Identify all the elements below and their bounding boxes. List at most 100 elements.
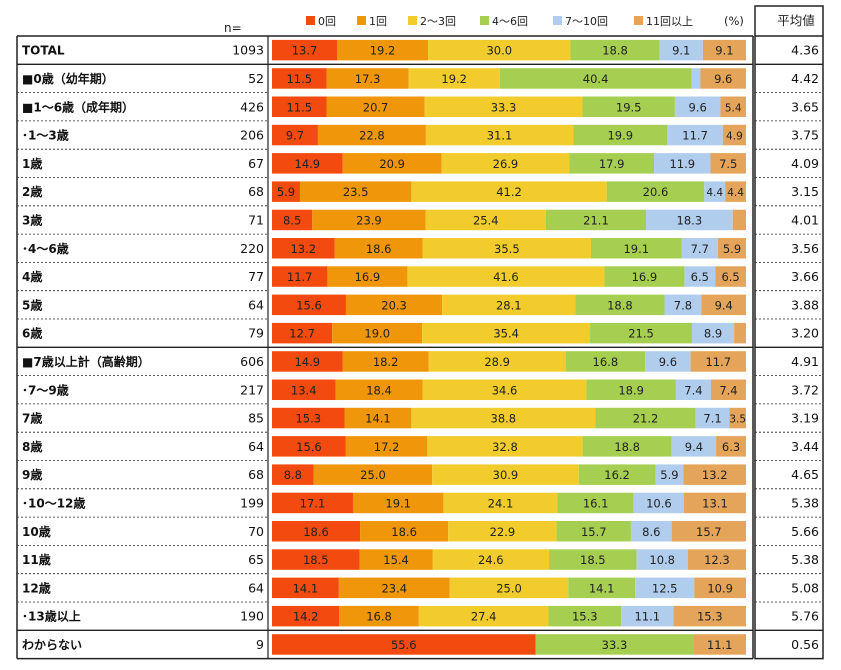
bar-segment — [272, 407, 345, 429]
bar-segment — [620, 605, 674, 627]
legend-label-4: 7～10回 — [565, 15, 608, 28]
bar-segment — [645, 351, 691, 372]
segment-label: 13.2 — [702, 468, 728, 482]
segment-label: 18.5 — [580, 553, 606, 567]
segment-label: 20.7 — [363, 100, 389, 114]
segment-label: 28.9 — [484, 355, 510, 369]
legend-swatch-2 — [408, 16, 417, 25]
segment-label: 10.6 — [646, 496, 672, 510]
row-label: 2歳 — [22, 184, 42, 199]
bar-segment — [422, 238, 592, 259]
bar-segment — [272, 153, 343, 174]
bar-segment — [694, 577, 746, 599]
segment-label: 19.2 — [370, 44, 396, 58]
row-average: 4.65 — [791, 467, 819, 482]
segment-label: 38.8 — [491, 412, 517, 426]
row-n: 68 — [248, 184, 264, 199]
bar-segment — [317, 124, 426, 146]
segment-label: 11.7 — [705, 355, 731, 369]
bar-segment — [586, 379, 676, 400]
table-grid — [16, 5, 824, 660]
bar-segment — [545, 209, 646, 231]
bar-segment — [691, 68, 701, 89]
legend-label-3: 4～6回 — [492, 15, 528, 28]
segment-label: 40.4 — [583, 72, 609, 86]
segment-label: 32.8 — [492, 440, 518, 454]
segment-label: 9.1 — [715, 44, 733, 58]
segment-label: 19.1 — [623, 242, 649, 256]
segment-label: 14.1 — [589, 581, 615, 595]
segment-label: 16.9 — [632, 270, 658, 284]
row-label: ■7歳以上計（高齢期） — [22, 354, 150, 369]
bar-segment — [681, 238, 719, 259]
segment-label: 11.5 — [286, 100, 312, 114]
row-n: 85 — [248, 411, 264, 426]
bar-segment — [664, 294, 702, 316]
bar-segment — [604, 266, 685, 287]
segment-label: 15.6 — [296, 298, 322, 312]
segment-label: 35.5 — [494, 242, 520, 256]
table-row: ■1～6歳（成年期） 426 3.65 11.5 20.7 33.3 19.5 9.6 5.4 — [22, 96, 819, 117]
bar-segment — [326, 96, 425, 117]
bar-segment — [575, 294, 665, 316]
segment-label: 11.1 — [707, 638, 733, 652]
segment-label: 26.9 — [493, 157, 519, 171]
row-n: 199 — [240, 495, 264, 510]
bar-segment — [720, 96, 746, 117]
segment-label: 15.4 — [383, 553, 409, 567]
row-label: ･1～3歳 — [22, 128, 69, 143]
segment-label: 23.9 — [356, 213, 382, 227]
segment-label: 25.0 — [360, 468, 386, 482]
bar-segment — [424, 96, 583, 117]
bar-segment — [345, 294, 443, 316]
legend: 0回 1回 2～3回 4～6回 7～10回 11回以上 — [306, 15, 693, 28]
bar-segment — [704, 181, 726, 202]
bar-segment — [691, 322, 735, 344]
row-average: 3.20 — [791, 326, 819, 341]
bar-segment — [272, 634, 536, 655]
segment-label: 19.2 — [441, 72, 467, 86]
bar-segment — [701, 294, 746, 316]
bar-segment — [272, 124, 318, 146]
bar-segment — [312, 209, 426, 231]
bar-segment — [499, 68, 692, 89]
row-average: 3.65 — [791, 99, 819, 114]
segment-label: 7.8 — [674, 298, 692, 312]
segment-label: 11.9 — [669, 157, 695, 171]
row-label: 10歳 — [22, 524, 51, 539]
segment-label: 11.5 — [286, 72, 312, 86]
table-row: ■7歳以上計（高齢期） 606 4.91 14.9 18.2 28.9 16.8 9.6 11.… — [22, 351, 819, 372]
row-label: 9歳 — [22, 467, 42, 482]
segment-label: 17.9 — [599, 157, 625, 171]
segment-label: 20.3 — [381, 298, 407, 312]
bar-segment — [442, 294, 576, 316]
bar-segment — [635, 577, 695, 599]
row-label: 4歳 — [22, 269, 42, 284]
segment-label: 7.1 — [703, 412, 721, 426]
row-n: 190 — [240, 609, 264, 624]
bar-segment — [568, 577, 636, 599]
table-row: TOTAL 1093 4.36 13.7 19.2 30.0 18.8 9.1 9.1 — [22, 39, 819, 61]
segment-label: 9.7 — [286, 129, 304, 143]
segment-label: 30.9 — [493, 468, 519, 482]
segment-label: 4.4 — [727, 187, 744, 199]
segment-label: 17.2 — [374, 440, 400, 454]
segment-label: 13.4 — [291, 383, 317, 397]
segment-label: 34.6 — [492, 383, 518, 397]
row-label: ･10～12歳 — [22, 495, 85, 510]
segment-label: 18.4 — [366, 383, 392, 397]
segment-label: 5.9 — [723, 242, 741, 256]
bar-segment — [272, 209, 313, 231]
segment-label: 7.7 — [691, 242, 709, 256]
table-rows: TOTAL 1093 4.36 13.7 19.2 30.0 18.8 9.1 9.1 ■0歳（幼… — [22, 39, 819, 655]
bar-segment — [272, 464, 314, 485]
bar-segment — [272, 436, 346, 457]
bar-segment — [272, 181, 300, 202]
row-n: 606 — [240, 354, 264, 369]
segment-label: 30.0 — [486, 44, 512, 58]
bar-segment — [272, 492, 353, 514]
segment-label: 33.3 — [491, 100, 517, 114]
row-n: 64 — [248, 580, 264, 595]
bar-segment — [272, 549, 360, 570]
bar-segment — [700, 68, 746, 89]
